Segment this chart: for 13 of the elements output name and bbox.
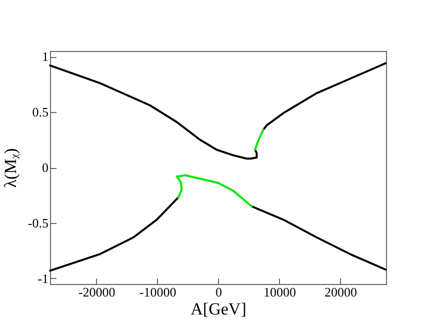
y-axis-title: λ(Mᵪ) <box>0 148 20 188</box>
y-tick-label: 0.5 <box>32 104 48 120</box>
y-tick-label: -0.5 <box>28 215 48 230</box>
x-tick-label: 0 <box>216 284 222 300</box>
x-tick-label: -10000 <box>139 284 176 300</box>
x-tick-label: -20000 <box>78 284 116 300</box>
y-tick-label: -1 <box>38 270 48 286</box>
x-axis-title: A[GeV] <box>190 300 246 318</box>
y-tick-label: 1 <box>42 49 48 64</box>
x-tick-label: 10000 <box>264 284 296 300</box>
x-tick-label: 20000 <box>324 284 358 300</box>
y-tick-label: 0 <box>42 160 48 175</box>
line-series <box>176 174 253 208</box>
